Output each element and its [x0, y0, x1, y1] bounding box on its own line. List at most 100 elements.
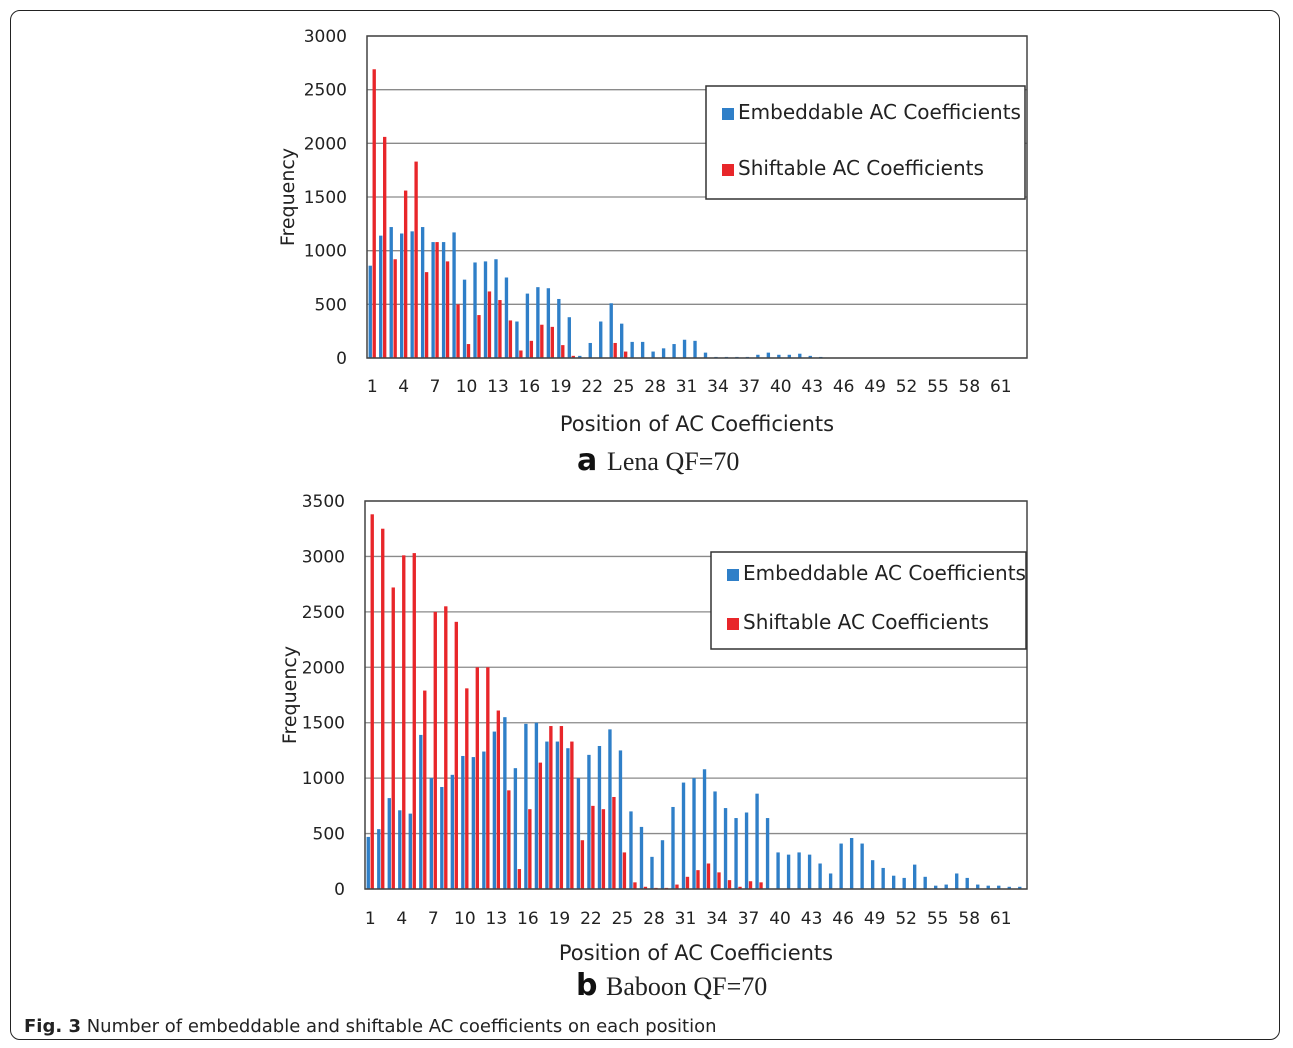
panel-b-embeddable-bar [986, 885, 990, 889]
panel-b-embeddable-bar [870, 860, 875, 889]
panel-b-embeddable-bar [1018, 886, 1022, 889]
panel-b-x-tick-label: 7 [428, 909, 439, 929]
panel-b-x-tick-label: 31 [675, 909, 697, 929]
panel-b-embeddable-bar [587, 754, 591, 889]
panel-a-letter: a [577, 443, 597, 478]
panel-a-y-axis-label: Frequency [277, 148, 299, 246]
panel-b-shiftable-bar [612, 796, 616, 889]
panel-b-shiftable-bar [738, 886, 742, 889]
panel-b-embeddable-bar [597, 745, 602, 889]
panel-b-x-tick-label: 4 [396, 909, 407, 929]
panel-b-embeddable-bar [618, 750, 623, 889]
panel-b-x-tick-label: 1 [365, 909, 376, 929]
panel-b-embeddable-bar [650, 856, 654, 889]
panel-a-shiftable-bar [550, 326, 554, 358]
panel-a-shiftable-bar [519, 350, 523, 358]
panel-b-shiftable-bar [549, 726, 553, 889]
panel-b-embeddable-bar [555, 741, 560, 889]
panel-a-embeddable-bar [578, 355, 582, 358]
panel-b-embeddable-bar [566, 748, 570, 889]
panel-b-embeddable-bar [440, 787, 444, 889]
panel-b-embeddable-bar [881, 867, 885, 889]
panel-a-shiftable-bar [529, 340, 534, 358]
panel-b-shiftable-bar [570, 741, 574, 889]
panel-b-embeddable-bar [503, 717, 507, 889]
panel-a-x-tick-label: 58 [959, 377, 981, 397]
panel-b-embeddable-bar [702, 769, 707, 889]
panel-b-embeddable-bar [913, 864, 917, 889]
panel-b-y-tick-label: 3000 [302, 547, 345, 567]
panel-b-embeddable-bar [944, 884, 948, 889]
panel-b-embeddable-bar [366, 836, 370, 889]
panel-a-x-tick-label: 37 [739, 377, 761, 397]
panel-b-x-tick-label: 22 [580, 909, 602, 929]
panel-a-shiftable-bar [571, 355, 575, 358]
panel-a-shiftable-bar [372, 69, 376, 359]
panel-b-embeddable-bar [923, 876, 927, 889]
panel-b-embeddable-bar [765, 818, 770, 889]
panel-a-embeddable-bar [515, 321, 519, 358]
panel-a-y-tick-label: 3000 [304, 27, 347, 47]
panel-a-x-tick-label: 19 [550, 377, 572, 397]
panel-a-x-tick-label: 55 [927, 377, 949, 397]
panel-a-x-tick-label: 61 [990, 377, 1012, 397]
panel-b-y-tick-label: 2000 [302, 658, 345, 678]
panel-a-embeddable-bar [630, 341, 634, 358]
panel-b-shiftable-bar [601, 809, 606, 889]
panel-a-x-axis-label: Position of AC Coefficients [560, 412, 834, 436]
panel-b-embeddable-bar [461, 755, 465, 889]
panel-b-embeddable-bar [545, 741, 549, 889]
panel-b-embeddable-bar [744, 812, 749, 889]
panel-a-embeddable-bar [368, 265, 372, 358]
panel-b-x-tick-label: 19 [549, 909, 571, 929]
panel-a-y-tick-label: 1500 [304, 188, 347, 208]
panel-b-embeddable-bar [734, 818, 738, 889]
panel-a-embeddable-bar [693, 340, 697, 358]
panel-b-letter: b [576, 968, 597, 1003]
panel-b-embeddable-bar [902, 877, 906, 889]
panel-b-shiftable-bar [370, 514, 374, 889]
panel-b-x-tick-label: 16 [517, 909, 539, 929]
panel-a-x-tick-label: 22 [581, 377, 603, 397]
panel-a-embeddable-bar [777, 354, 781, 358]
panel-a-shiftable-bar [445, 261, 450, 358]
panel-b-embeddable-bar [681, 782, 686, 889]
panel-b-shiftable-bar [696, 870, 700, 889]
panel-b-embeddable-bar [429, 778, 433, 889]
panel-a-shiftable-bar [456, 304, 460, 358]
figure-caption: Fig. 3 Number of embeddable and shiftabl… [24, 1016, 717, 1037]
panel-b-embeddable-bar [860, 843, 864, 889]
panel-a-legend-label: Embeddable AC Coefficients [738, 100, 1021, 124]
panel-b-shiftable-bar [633, 882, 637, 889]
panel-b-embeddable-bar [482, 751, 486, 889]
panel-b-embeddable-bar [692, 778, 696, 889]
panel-b-shiftable-bar [412, 553, 416, 889]
panel-b-embeddable-bar [492, 731, 497, 889]
panel-b-embeddable-bar [576, 778, 581, 889]
panel-a-embeddable-bar [599, 321, 603, 358]
panel-a-y-tick-label: 1000 [304, 242, 347, 262]
panel-b-x-tick-label: 25 [612, 909, 634, 929]
panel-a-embeddable-bar [557, 298, 561, 358]
panel-a-shiftable-bar [393, 259, 397, 358]
panel-b-shiftable-bar [580, 840, 585, 889]
panel-b-y-tick-label: 2500 [302, 603, 345, 623]
panel-a-shiftable-bar [613, 342, 617, 358]
panel-a-embeddable-bar [410, 231, 414, 358]
panel-b-embeddable-bar [1007, 886, 1011, 889]
panel-b-shiftable-bar [717, 872, 721, 889]
panel-a-x-tick-label: 31 [676, 377, 698, 397]
panel-b-embeddable-bar [534, 722, 539, 889]
panel-a-shiftable-bar [403, 190, 408, 358]
panel-b-x-tick-label: 13 [486, 909, 508, 929]
panel-a-shiftable-bar [508, 320, 513, 358]
panel-b-embeddable-bar [671, 806, 675, 889]
panel-b-shiftable-bar [706, 863, 711, 889]
panel-a-shiftable-bar [383, 136, 387, 358]
panel-a-embeddable-bar [389, 227, 393, 358]
panel-a-shiftable-bar [477, 315, 481, 358]
panel-a-x-tick-label: 28 [644, 377, 666, 397]
panel-b-shiftable-bar [727, 880, 732, 889]
panel-a-shiftable-bar [487, 291, 492, 358]
panel-a-y-tick-label: 2500 [304, 81, 347, 101]
